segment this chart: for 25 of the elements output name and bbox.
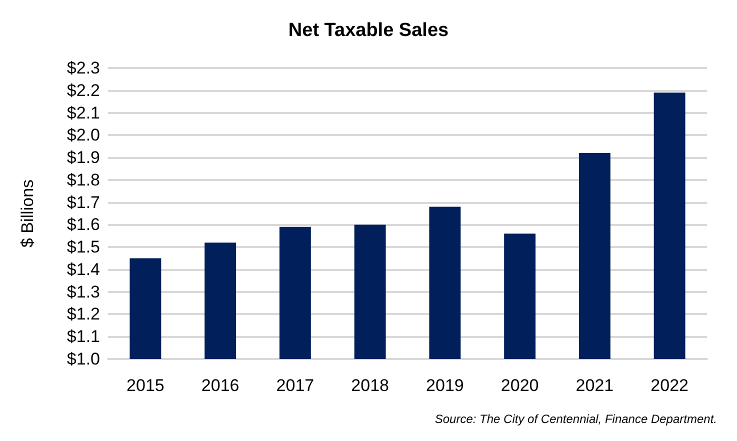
y-tick-label: $1.6 — [66, 215, 100, 234]
y-tick-label: $1.9 — [66, 148, 100, 168]
x-tick-label: 2019 — [426, 376, 464, 395]
chart-title: Net Taxable Sales — [288, 20, 449, 41]
y-tick-label: $2.0 — [66, 126, 100, 145]
y-tick-label: $1.1 — [66, 327, 100, 346]
y-axis-title: $ Billions — [18, 179, 37, 248]
x-tick-label: 2017 — [276, 376, 314, 395]
y-tick-label: $2.1 — [66, 103, 100, 122]
x-tick-label: 2016 — [201, 376, 240, 395]
x-tick-label: 2020 — [500, 376, 539, 395]
y-tick-label: $1.4 — [66, 260, 100, 279]
y-tick-label: $1.8 — [66, 170, 100, 190]
x-tick-label: 2015 — [126, 376, 164, 395]
x-tick-label: 2021 — [576, 376, 614, 395]
source-note: Source: The City of Centennial, Finance Department. — [434, 412, 717, 426]
y-tick-label: $2.2 — [66, 80, 100, 100]
y-tick-label: $1.0 — [66, 350, 100, 368]
y-tick-label: $1.3 — [66, 282, 100, 302]
y-tick-label: $2.3 — [66, 58, 100, 78]
x-tick-label: 2022 — [650, 376, 688, 395]
y-tick-label: $1.2 — [66, 304, 100, 324]
y-tick-label: $1.7 — [66, 192, 100, 212]
x-tick-label: 2018 — [351, 376, 389, 395]
y-tick-label: $1.5 — [66, 238, 100, 257]
